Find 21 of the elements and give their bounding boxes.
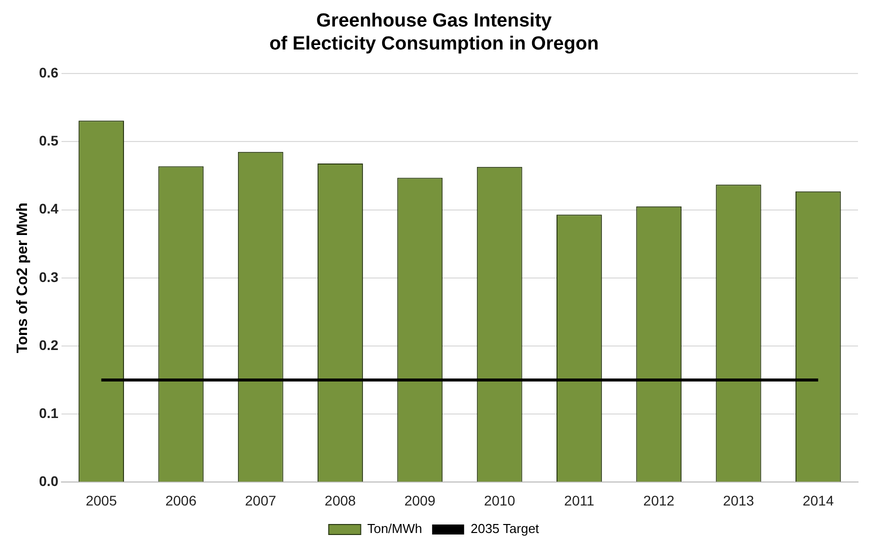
x-tick-label: 2007	[245, 492, 276, 508]
y-tick-label: 0.4	[38, 200, 59, 217]
x-tick-label: 2014	[802, 492, 834, 508]
x-tick-label: 2010	[484, 492, 516, 508]
legend-label: Ton/MWh	[367, 521, 422, 536]
x-tick-label: 2013	[722, 492, 754, 508]
x-tick-label: 2011	[564, 492, 594, 508]
y-axis-title: Tons of Co2 per Mwh	[14, 202, 32, 354]
x-tick-label: 2009	[404, 492, 436, 508]
y-tick-label: 0.1	[38, 404, 59, 421]
y-tick-label: 0.5	[38, 132, 59, 149]
y-tick-label: 0.0	[38, 473, 59, 490]
y-tick-label: 0.2	[38, 336, 59, 353]
y-tick-label: 0.6	[38, 64, 59, 80]
y-tick-label: 0.3	[38, 268, 59, 285]
chart-title: Greenhouse Gas Intensity of Electicity Consumption in Oregon	[269, 10, 599, 54]
x-tick-label: 2006	[165, 492, 197, 508]
x-tick-label: 2008	[324, 492, 356, 508]
legend-label: 2035 Target	[470, 521, 540, 536]
x-tick-label: 2005	[86, 492, 118, 508]
x-tick-label: 2012	[643, 492, 675, 508]
